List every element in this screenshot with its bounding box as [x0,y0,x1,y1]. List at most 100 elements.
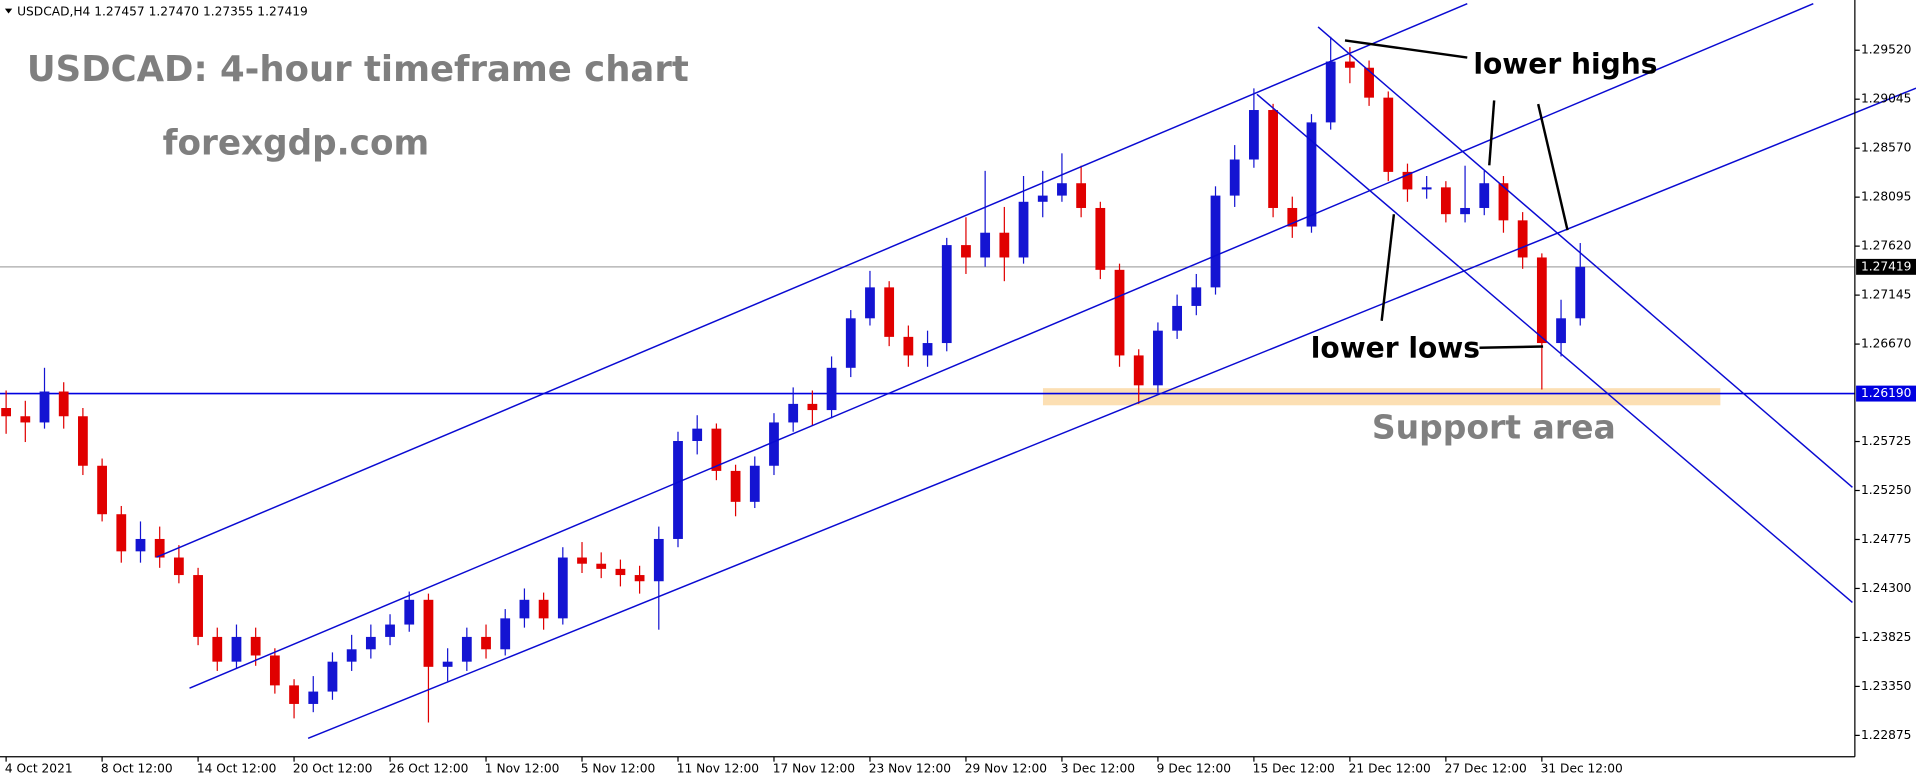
candle-body [308,691,319,704]
annotation: Support area [1372,407,1616,446]
y-tick-label: 1.24775 [1861,532,1911,546]
candles [1,36,1586,723]
candle-body [1440,187,1451,215]
candle-body [1076,183,1087,208]
candle-body [78,416,88,466]
x-tick-label: 26 Oct 12:00 [389,761,469,775]
candle-body [1383,97,1394,172]
axes: 1.22875 1.23350 1.23825 1.24300 1.24775 1.252… [5,43,1916,775]
candle-body [1172,305,1183,331]
candle-body [250,636,261,656]
candle-body [1556,318,1566,344]
candle-body [1344,61,1355,68]
candle-body [1191,287,1202,306]
candle-body [1536,257,1547,344]
candle-body [1057,183,1067,196]
candle-body [1421,187,1432,190]
x-tick-label: 31 Dec 12:00 [1541,761,1623,775]
candle-body [1460,207,1470,215]
channel-lower [307,87,1916,740]
candle-body [1114,269,1125,356]
x-tick-label: 20 Oct 12:00 [293,761,373,775]
candle-body [845,318,856,368]
x-tick-label: 9 Dec 12:00 [1157,761,1231,775]
candle-body [941,245,952,344]
arrow [1380,214,1396,321]
arrow [1344,39,1468,59]
candle-body [769,422,779,466]
x-tick-label: 11 Nov 12:00 [677,761,759,775]
candle-body [1153,330,1163,386]
y-tick-label: 1.25250 [1861,483,1911,497]
x-tick-label: 3 Dec 12:00 [1061,761,1135,775]
y-tick-label: 1.27145 [1861,288,1911,302]
down-channel-lower [1256,93,1853,604]
candle-body [97,465,107,515]
candle-body [961,245,971,258]
candle-body [1249,110,1259,160]
chart-title: USDCAD: 4-hour timeframe chart [27,49,689,90]
candle-body [1575,266,1586,319]
candle-body [481,636,491,650]
arrow [1536,103,1569,231]
candle-body [538,599,549,619]
candle-body [1133,355,1144,386]
candle-body [1402,171,1413,190]
y-tick-label: 1.23350 [1861,679,1911,693]
candle-body [1268,110,1278,208]
candle-body [788,403,799,423]
candle-body [711,428,722,471]
candle-body [58,391,69,417]
candle-body [154,538,165,558]
y-tick-label: 1.28095 [1861,190,1911,204]
candle-body [1517,220,1528,258]
menu-icon[interactable] [4,8,13,14]
candle-body [1037,195,1048,202]
x-tick-label: 4 Oct 2021 [5,761,73,775]
candle-body [557,557,568,619]
candle-body [634,575,645,582]
candle-body [116,514,127,552]
candle-body [826,367,837,411]
y-tick-label: 1.22875 [1861,728,1911,742]
candle-body [749,465,760,502]
subtitle: forexgdp.com [163,123,430,163]
price-label: 1.27419 [1861,259,1911,273]
candle-body [1325,61,1336,123]
candle-body [884,287,895,337]
candle-body [231,636,242,662]
x-tick-label: 8 Oct 12:00 [101,761,173,775]
candle-body [20,416,31,423]
candle-body [423,599,434,667]
candle-body [1210,195,1221,288]
y-tick-label: 1.23825 [1861,630,1911,644]
candle-body [135,538,146,552]
x-tick-label: 29 Nov 12:00 [965,761,1047,775]
candle-body [692,428,703,442]
candle-body [500,618,511,650]
candle-body [1229,159,1240,196]
trend-lines [156,2,1916,740]
candle-body [519,599,530,619]
symbol-info: USDCAD,H4 1.27457 1.27470 1.27355 1.2741… [17,5,308,19]
price-label-bg [1856,385,1916,402]
candle-body [404,599,415,625]
y-tick-label: 1.26670 [1861,337,1911,351]
candle-body [1306,122,1317,227]
x-tick-label: 21 Dec 12:00 [1349,761,1431,775]
x-tick-label: 17 Nov 12:00 [773,761,855,775]
candle-body [269,655,280,686]
candle-body [365,636,376,650]
price-label: 1.26190 [1861,386,1911,400]
x-tick-label: 5 Nov 12:00 [581,761,656,775]
candle-body [1,408,12,417]
x-tick-label: 27 Dec 12:00 [1445,761,1527,775]
candle-body [673,441,683,539]
annotation-arrows [1344,39,1569,349]
x-tick-label: 15 Dec 12:00 [1253,761,1335,775]
candle-body [730,470,741,502]
candle-body [807,403,818,411]
candle-body [1095,207,1106,270]
